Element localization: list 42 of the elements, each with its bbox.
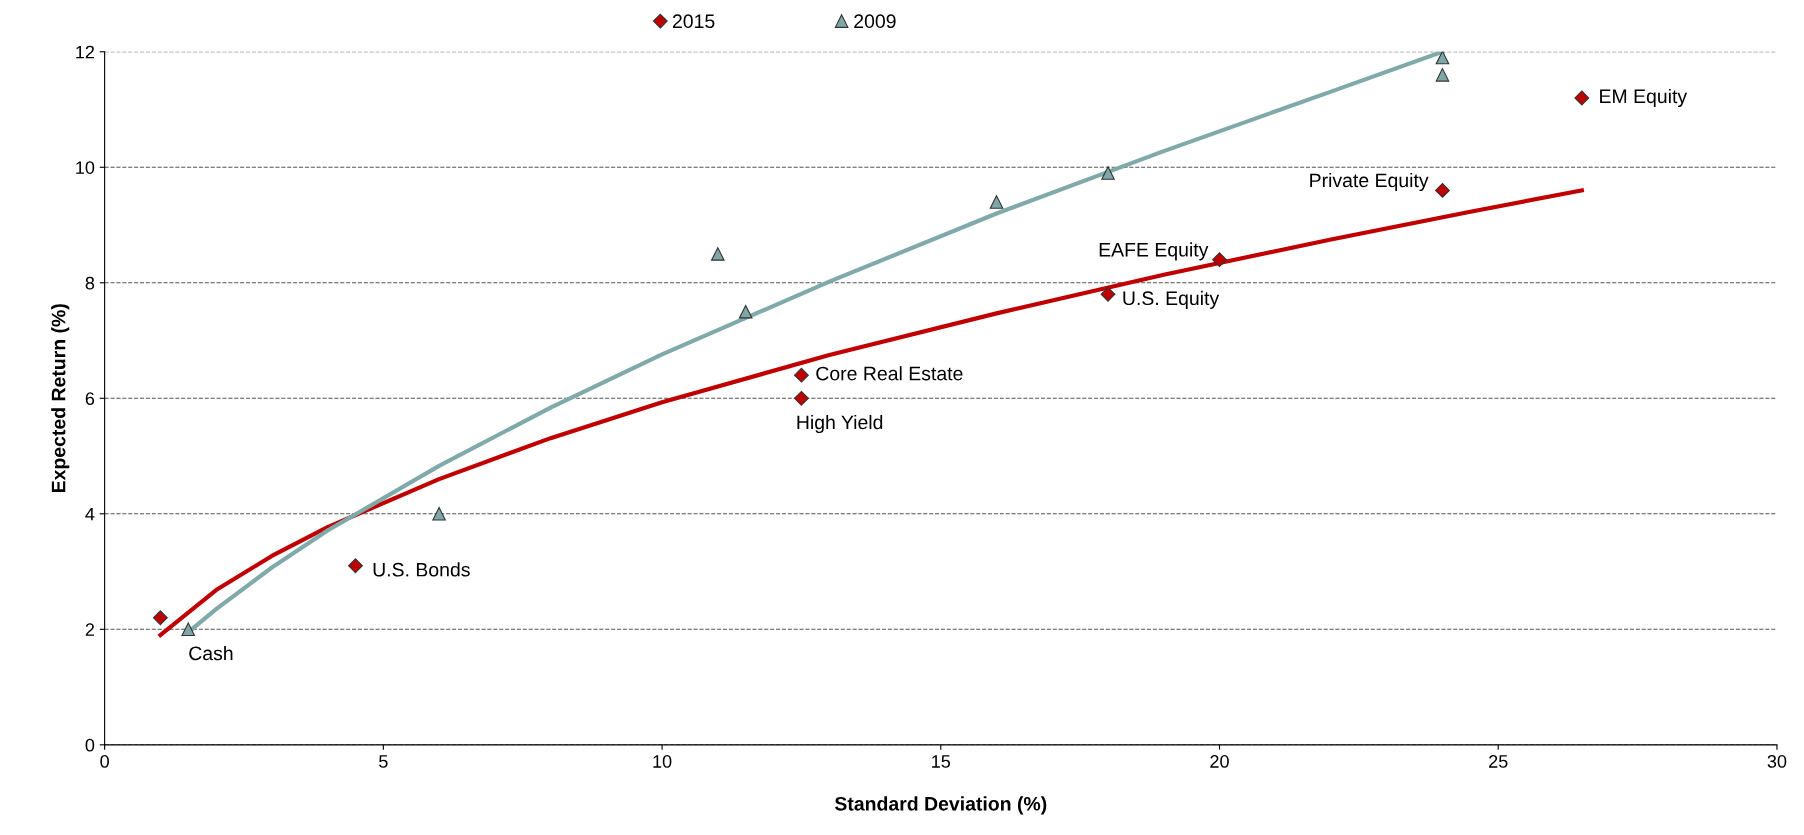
x-tick-label: 20 [1210, 755, 1229, 768]
point [1212, 252, 1227, 268]
point [793, 390, 809, 406]
point [152, 610, 168, 626]
annotation: Private Equity [1310, 172, 1429, 192]
point [1100, 286, 1116, 302]
annotation: EAFE Equity [1099, 242, 1209, 261]
legend-label: 2009 [854, 14, 896, 29]
y-tick-label: 0 [85, 738, 95, 752]
point [348, 558, 363, 574]
point [1435, 51, 1450, 65]
y-tick-label: 4 [85, 507, 95, 521]
point [432, 506, 446, 521]
annotation: U.S. Bonds [373, 562, 470, 577]
point [1101, 166, 1115, 180]
y-axis-title: Expected Return (%) [51, 304, 70, 493]
point [711, 247, 725, 261]
annotation: High Yield [797, 414, 883, 434]
x-tick-label: 30 [1767, 755, 1787, 768]
point [1435, 68, 1450, 82]
y-tick-label: 2 [85, 623, 94, 636]
point [793, 367, 809, 383]
point [738, 304, 753, 319]
point [181, 622, 196, 637]
annotation: Cash [189, 645, 233, 661]
point [1435, 182, 1450, 198]
x-axis-title: Standard Deviation (%) [834, 796, 1047, 815]
point [1574, 90, 1590, 106]
legend-label: 2015 [672, 14, 715, 29]
annotation: Core Real Estate [816, 366, 963, 381]
x-tick-label: 5 [379, 755, 388, 768]
point [989, 195, 1004, 209]
annotation: U.S. Equity [1123, 290, 1220, 309]
y-tick-label: 6 [85, 392, 95, 406]
x-tick-label: 15 [932, 755, 951, 768]
x-tick-label: 10 [653, 755, 672, 768]
y-tick-label: 12 [76, 45, 95, 59]
x-tick-label: 0 [100, 755, 109, 768]
y-tick-label: 10 [76, 161, 95, 174]
y-tick-label: 8 [85, 276, 95, 290]
annotation: EM Equity [1600, 88, 1688, 108]
x-tick-label: 25 [1489, 755, 1508, 768]
